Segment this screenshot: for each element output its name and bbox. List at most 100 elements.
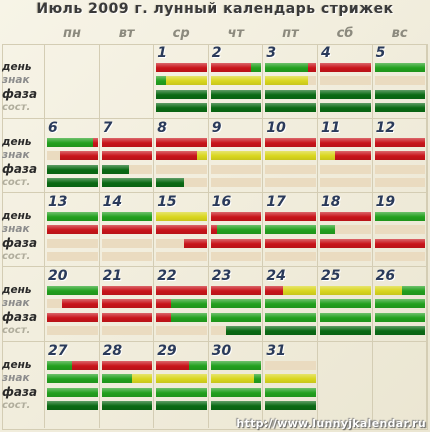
day-number[interactable]: 20 bbox=[48, 268, 68, 284]
bar-segment-day bbox=[101, 286, 153, 295]
bar-segment-phase bbox=[47, 239, 98, 248]
bar-segment-day bbox=[251, 63, 262, 72]
day-number[interactable]: 29 bbox=[157, 343, 177, 359]
day-number[interactable]: 6 bbox=[48, 120, 58, 136]
day-number[interactable]: 13 bbox=[48, 194, 68, 210]
grid-vline bbox=[44, 44, 45, 428]
bar-segment-sign bbox=[62, 299, 98, 308]
bar-segment-phase bbox=[101, 313, 153, 322]
bar-segment-phase bbox=[156, 313, 172, 322]
bar-segment-day bbox=[265, 138, 316, 147]
bar-segment-sign bbox=[156, 225, 207, 234]
bar-segment-sign bbox=[374, 76, 426, 85]
bar-segment-day bbox=[47, 361, 73, 370]
bar-segment-day bbox=[320, 63, 371, 72]
day-number[interactable]: 23 bbox=[211, 268, 232, 284]
bar-segment-day bbox=[101, 212, 153, 221]
row-label-state: сост. bbox=[2, 325, 31, 336]
bar-segment-state bbox=[265, 326, 316, 335]
bar-segment-phase bbox=[156, 165, 207, 174]
day-number[interactable]: 27 bbox=[48, 343, 68, 359]
bar-segment-state bbox=[374, 252, 426, 261]
day-number[interactable]: 21 bbox=[102, 268, 123, 284]
grid-hline bbox=[2, 341, 428, 342]
bar-segment-day bbox=[156, 361, 190, 370]
day-number[interactable]: 8 bbox=[157, 120, 167, 136]
day-number[interactable]: 25 bbox=[321, 268, 341, 284]
row-label-phase: фаза bbox=[2, 236, 38, 250]
day-number[interactable]: 16 bbox=[211, 194, 232, 210]
bar-segment-state bbox=[210, 178, 262, 187]
day-number[interactable]: 26 bbox=[375, 268, 396, 284]
day-number[interactable]: 9 bbox=[211, 120, 222, 136]
bar-segment-sign bbox=[265, 151, 316, 160]
day-number[interactable]: 28 bbox=[102, 343, 123, 359]
row-label-phase: фаза bbox=[2, 87, 38, 101]
day-number[interactable]: 31 bbox=[266, 343, 286, 359]
bar-segment-phase bbox=[320, 313, 371, 322]
bar-segment-day bbox=[402, 286, 426, 295]
bar-segment-phase bbox=[374, 165, 426, 174]
day-number[interactable]: 22 bbox=[157, 268, 177, 284]
bar-segment-day bbox=[374, 138, 426, 147]
day-number[interactable]: 5 bbox=[375, 45, 386, 61]
day-number[interactable]: 17 bbox=[266, 194, 286, 210]
day-number[interactable]: 30 bbox=[211, 343, 232, 359]
bar-segment-day bbox=[320, 286, 371, 295]
bar-segment-state bbox=[156, 252, 207, 261]
bar-segment-sign bbox=[210, 374, 254, 383]
bar-segment-day bbox=[265, 212, 316, 221]
day-number[interactable]: 14 bbox=[102, 194, 123, 210]
day-number[interactable]: 19 bbox=[375, 194, 396, 210]
weekday-header-6: вс bbox=[391, 26, 408, 41]
row-label-state: сост. bbox=[2, 177, 31, 188]
grid-hline bbox=[2, 266, 428, 267]
day-number[interactable]: 3 bbox=[266, 45, 277, 61]
grid-vline bbox=[207, 44, 209, 428]
bar-segment-phase bbox=[265, 313, 316, 322]
bar-segment-sign bbox=[47, 225, 98, 234]
day-number[interactable]: 12 bbox=[375, 120, 396, 136]
row-label-day: день bbox=[2, 359, 32, 371]
bar-segment-state bbox=[210, 103, 262, 112]
bar-segment-day bbox=[308, 63, 316, 72]
weekday-header-5: сб bbox=[336, 26, 354, 41]
day-number[interactable]: 15 bbox=[157, 194, 177, 210]
footer-url[interactable]: http://www.lunnyjkalendar.ru bbox=[236, 417, 426, 430]
row-label-day: день bbox=[2, 136, 32, 148]
bar-segment-state bbox=[184, 178, 207, 187]
day-number[interactable]: 18 bbox=[321, 194, 341, 210]
bar-segment-state bbox=[320, 252, 371, 261]
weekday-header-3: чт bbox=[227, 26, 245, 41]
day-number[interactable]: 11 bbox=[321, 120, 341, 136]
bar-segment-sign bbox=[59, 151, 98, 160]
bar-segment-phase bbox=[156, 388, 207, 397]
grid-vline bbox=[98, 44, 100, 428]
bar-segment-sign bbox=[253, 374, 262, 383]
bar-segment-day bbox=[101, 138, 153, 147]
grid-vline bbox=[262, 44, 264, 428]
bar-segment-sign bbox=[216, 225, 262, 234]
day-number[interactable]: 4 bbox=[321, 45, 331, 61]
grid-vline bbox=[153, 44, 155, 428]
bar-segment-sign bbox=[320, 151, 336, 160]
bar-segment-state bbox=[101, 252, 153, 261]
day-number[interactable]: 7 bbox=[102, 120, 113, 136]
day-number[interactable]: 24 bbox=[266, 268, 286, 284]
bar-segment-sign bbox=[210, 151, 262, 160]
bar-segment-day bbox=[210, 361, 262, 370]
day-number[interactable]: 2 bbox=[211, 45, 222, 61]
bar-segment-state bbox=[265, 178, 316, 187]
bar-segment-day bbox=[283, 286, 316, 295]
day-number[interactable]: 10 bbox=[266, 120, 286, 136]
bar-segment-state bbox=[47, 401, 98, 410]
row-label-phase: фаза bbox=[2, 385, 38, 399]
bar-segment-day bbox=[156, 212, 207, 221]
bar-segment-state bbox=[210, 252, 262, 261]
bar-segment-state bbox=[156, 401, 207, 410]
bar-segment-phase bbox=[320, 90, 371, 99]
day-number[interactable]: 1 bbox=[157, 45, 167, 61]
bar-segment-phase bbox=[265, 388, 316, 397]
bar-segment-state bbox=[265, 252, 316, 261]
